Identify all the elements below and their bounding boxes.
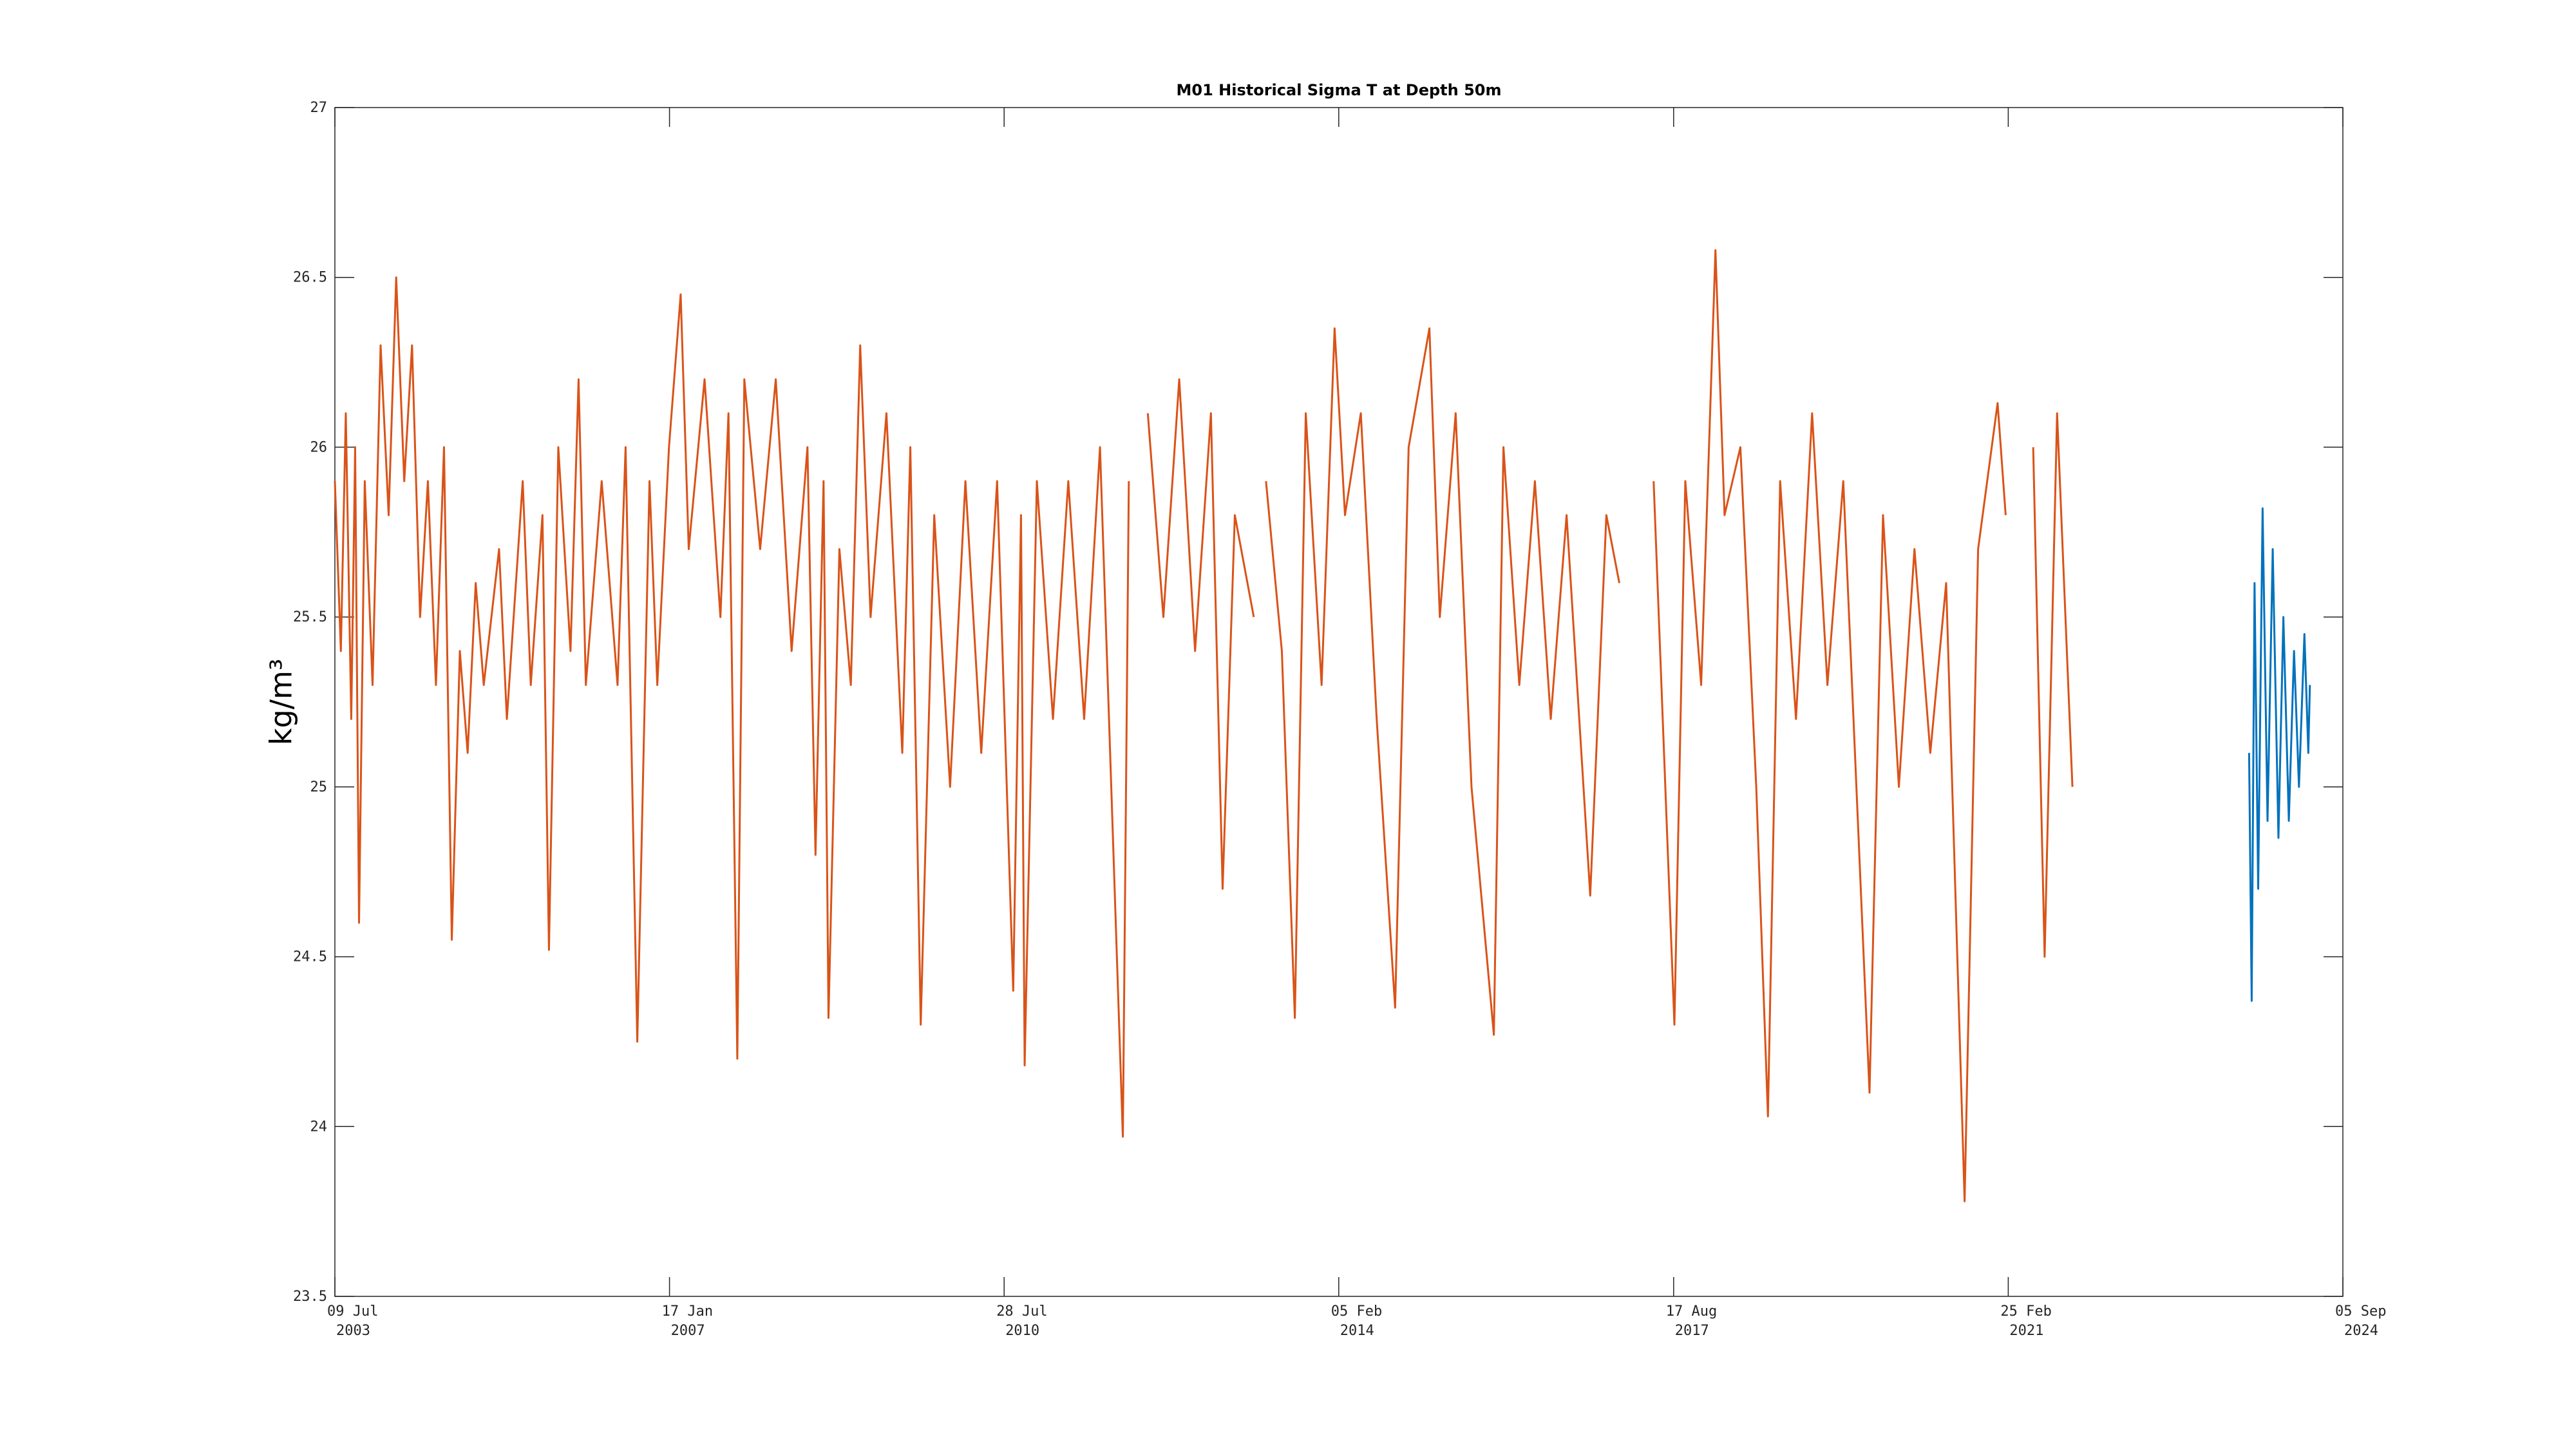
series-line [334,249,2074,1202]
x-tick-label: 17 Aug 2017 [1666,1303,1717,1339]
series-line [2248,507,2311,1002]
x-tick-label: 25 Feb 2021 [2000,1303,2051,1339]
x-tick-label: 09 Jul 2003 [327,1303,378,1339]
y-tick-label: 27 [310,100,328,116]
y-tick-label: 24 [310,1119,328,1135]
y-axis-label: kg/m³ [264,659,299,746]
x-tick-label: 17 Jan 2007 [662,1303,713,1339]
y-tick-label: 26.5 [293,270,327,286]
y-tick-label: 26 [310,439,328,455]
x-tick-label: 05 Sep 2024 [2335,1303,2386,1339]
y-tick-label: 25.5 [293,609,327,625]
x-tick-label: 28 Jul 2010 [996,1303,1047,1339]
y-tick-label: 24.5 [293,949,327,965]
chart-title: M01 Historical Sigma T at Depth 50m [1177,81,1502,99]
y-tick-label: 23.5 [293,1289,327,1305]
x-tick-label: 05 Feb 2014 [1331,1303,1382,1339]
y-tick-label: 25 [310,779,328,795]
